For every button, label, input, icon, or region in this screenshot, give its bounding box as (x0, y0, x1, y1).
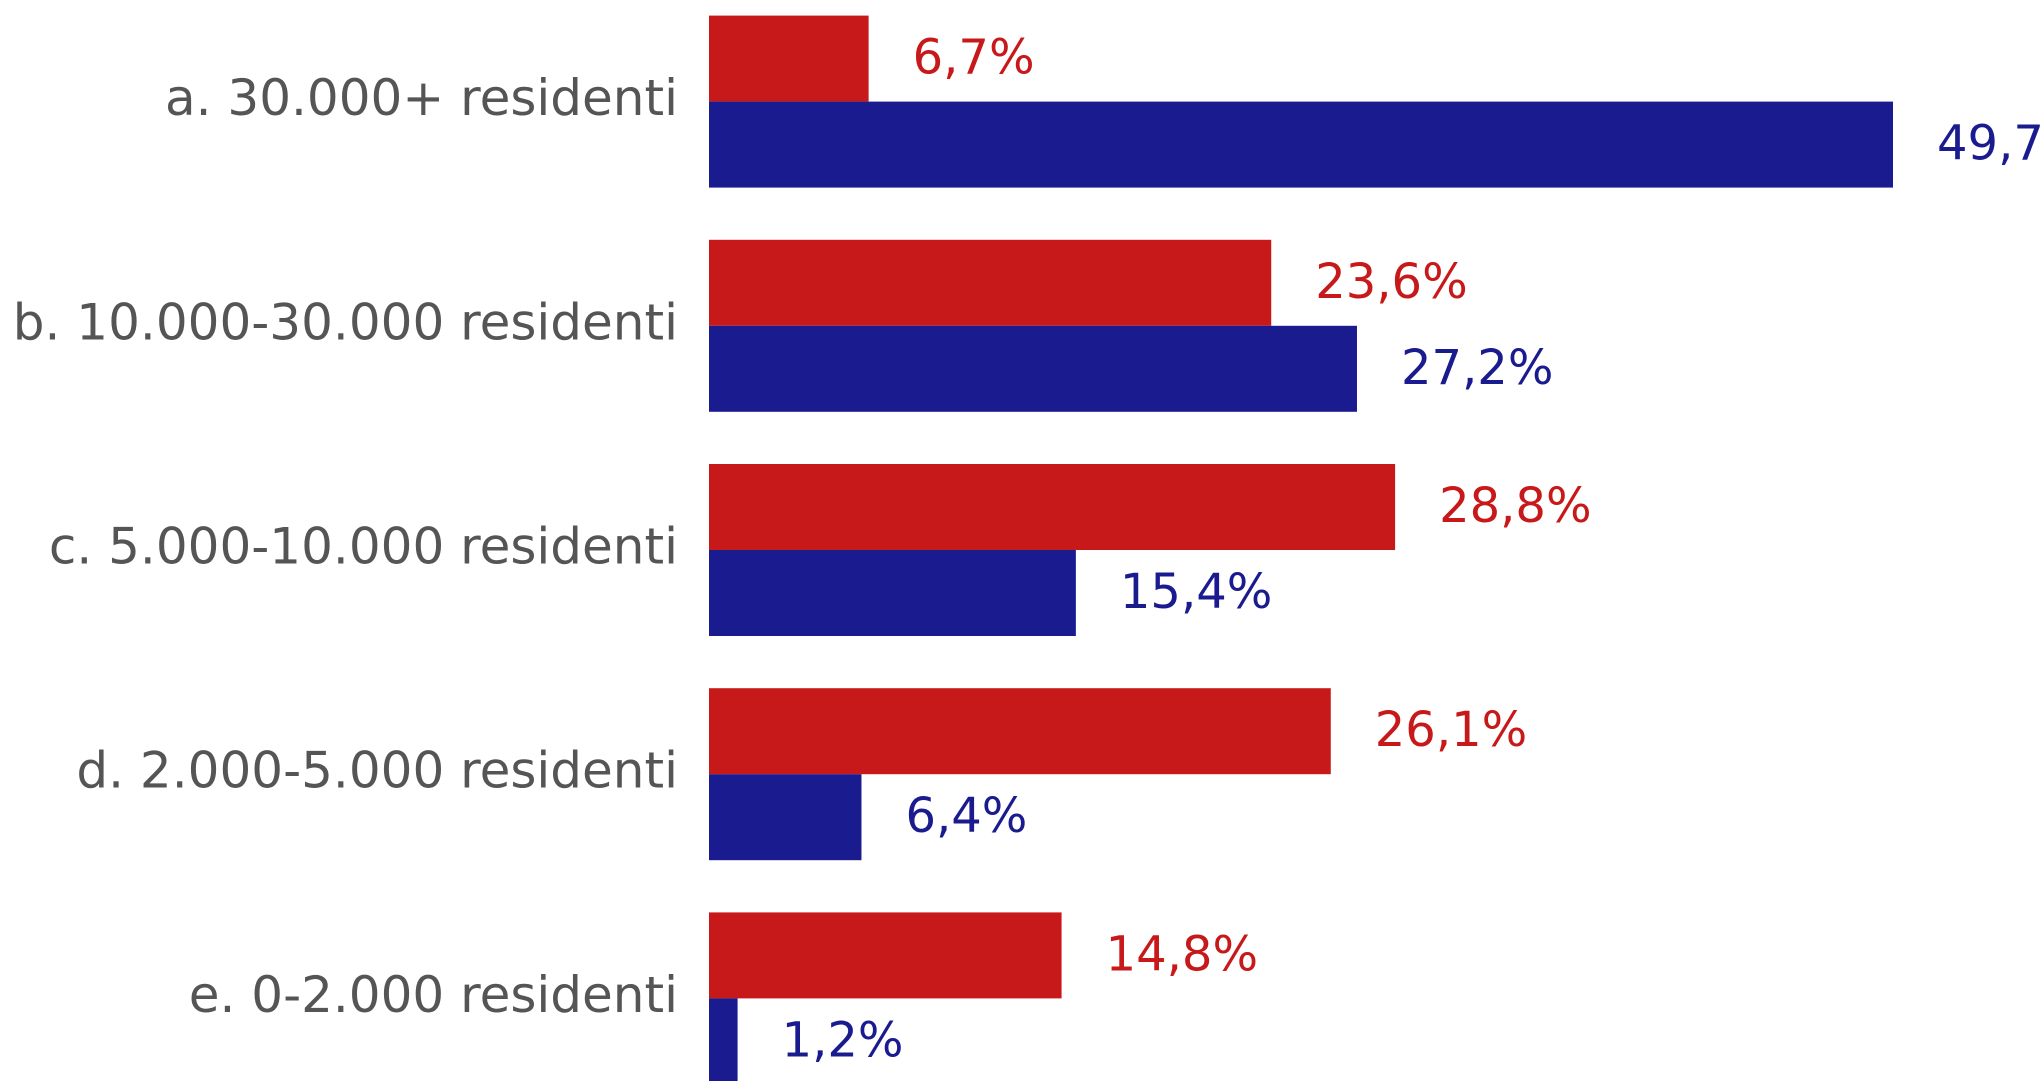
bar (709, 239, 1272, 326)
value-label: 26,1% (1375, 702, 1527, 758)
category-label: c. 5.000-10.000 residenti (49, 518, 678, 576)
bar (709, 101, 1893, 188)
value-label: 23,6% (1315, 254, 1467, 310)
value-label: 6,4% (905, 788, 1027, 844)
bar (709, 15, 869, 102)
category-label: b. 10.000-30.000 residenti (13, 293, 678, 351)
bar (709, 912, 1062, 999)
value-label: 49,7% (1937, 116, 2040, 172)
value-label: 14,8% (1106, 926, 1258, 982)
category-label: e. 0-2.000 residenti (189, 966, 678, 1024)
value-label: 6,7% (913, 30, 1035, 86)
value-label: 28,8% (1439, 478, 1591, 534)
bar (709, 774, 862, 861)
bar (709, 688, 1331, 775)
bar (709, 998, 738, 1081)
bar (709, 550, 1076, 636)
category-label: d. 2.000-5.000 residenti (76, 742, 678, 800)
bar (709, 325, 1357, 412)
value-label: 15,4% (1120, 564, 1272, 620)
category-label: a. 30.000+ residenti (165, 69, 678, 127)
value-label: 1,2% (782, 1012, 904, 1068)
bar (709, 464, 1396, 550)
value-label: 27,2% (1401, 340, 1553, 396)
